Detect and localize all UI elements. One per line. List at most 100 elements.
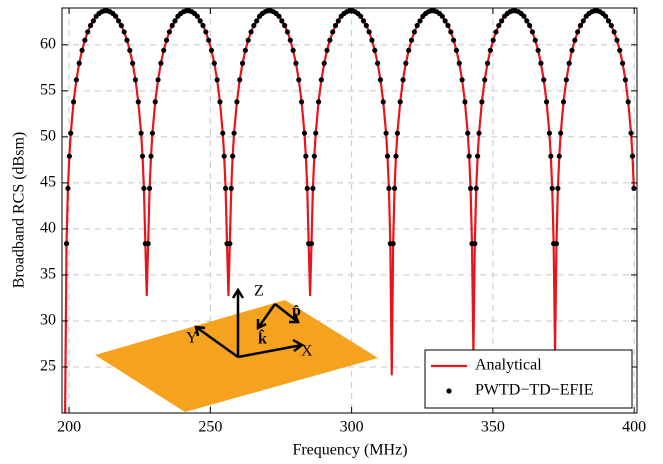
marker	[473, 185, 479, 192]
marker	[284, 29, 291, 35]
marker	[132, 77, 139, 83]
marker	[521, 13, 527, 19]
marker	[572, 37, 578, 43]
marker	[194, 13, 200, 19]
marker	[372, 47, 378, 53]
marker	[543, 99, 550, 105]
marker	[406, 47, 412, 53]
marker	[484, 60, 491, 66]
marker	[301, 130, 308, 136]
marker	[538, 60, 544, 66]
marker	[608, 22, 614, 29]
marker	[363, 22, 369, 29]
marker	[476, 130, 482, 136]
inset: Z Y X k̂ p̂	[95, 283, 378, 412]
marker	[321, 60, 327, 66]
inset-label: Y	[186, 330, 198, 347]
marker	[569, 47, 575, 53]
marker	[496, 22, 502, 29]
marker	[603, 13, 609, 19]
marker	[63, 241, 70, 247]
marker	[311, 153, 317, 159]
marker	[239, 60, 246, 66]
marker	[391, 185, 398, 192]
marker	[556, 153, 562, 159]
marker	[158, 60, 164, 66]
legend-box	[424, 349, 633, 409]
marker	[462, 99, 468, 105]
marker	[76, 60, 82, 66]
ticks: 200 250 300 350 400 25 30 35 40 45 50 55 60	[40, 8, 646, 436]
marker	[380, 99, 386, 105]
marker	[231, 130, 237, 136]
marker	[330, 29, 336, 35]
marker	[524, 18, 530, 24]
marker	[227, 241, 233, 247]
marker	[459, 77, 465, 83]
marker	[332, 22, 339, 29]
marker	[490, 37, 496, 43]
marker	[408, 37, 415, 43]
marker	[375, 60, 381, 66]
marker	[228, 185, 234, 192]
marker	[403, 60, 409, 66]
marker	[575, 29, 581, 35]
x-tick-label: 350	[481, 419, 505, 436]
marker	[397, 99, 403, 105]
marker	[251, 22, 257, 29]
marker	[439, 13, 445, 19]
marker	[393, 153, 399, 159]
marker	[580, 18, 586, 24]
marker	[566, 60, 572, 66]
marker	[237, 77, 243, 83]
marker	[279, 18, 285, 24]
marker	[386, 185, 392, 192]
marker	[555, 185, 561, 192]
marker	[145, 241, 151, 247]
marker	[149, 130, 156, 136]
marker	[369, 37, 375, 43]
x-tick-label: 300	[340, 419, 364, 436]
marker	[230, 153, 236, 159]
y-tick-label: 40	[40, 220, 56, 237]
marker	[400, 77, 406, 83]
marker	[563, 77, 569, 83]
marker	[217, 99, 223, 105]
marker	[299, 99, 305, 105]
marker	[384, 153, 391, 159]
marker	[315, 99, 322, 105]
marker	[296, 77, 302, 83]
marker	[411, 29, 417, 35]
marker	[206, 37, 212, 43]
marker	[90, 18, 96, 24]
marker	[222, 185, 229, 192]
marker	[146, 185, 153, 192]
inset-label: Z	[254, 283, 264, 300]
legend-label: PWTD−TD−EFIE	[475, 382, 593, 399]
marker	[293, 60, 299, 66]
legend: Analytical PWTD−TD−EFIE	[424, 349, 633, 409]
marker	[82, 37, 88, 43]
data	[63, 8, 637, 413]
marker	[467, 185, 474, 192]
marker	[451, 37, 457, 43]
marker	[558, 130, 564, 136]
marker	[360, 18, 367, 24]
marker	[221, 153, 227, 159]
marker	[548, 153, 554, 159]
marker	[465, 130, 471, 136]
marker	[318, 77, 324, 83]
marker	[611, 29, 617, 35]
marker	[166, 29, 172, 35]
marker	[366, 29, 372, 35]
marker	[541, 77, 547, 83]
y-tick-label: 60	[40, 35, 56, 52]
marker	[529, 29, 536, 35]
marker	[163, 37, 170, 43]
marker	[124, 37, 130, 43]
marker	[127, 47, 133, 53]
marker	[220, 130, 226, 136]
plot-frame	[61, 7, 638, 414]
marker	[479, 99, 485, 105]
marker	[324, 47, 330, 53]
